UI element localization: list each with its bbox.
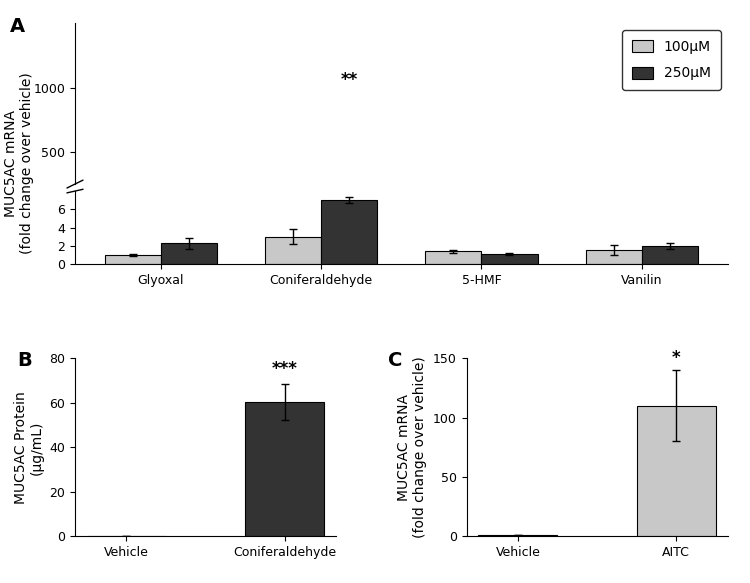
Bar — [105, 255, 160, 264]
Bar — [321, 200, 377, 264]
Bar — [321, 215, 377, 216]
Y-axis label: MUC5AC mRNA
(fold change over vehicle): MUC5AC mRNA (fold change over vehicle) — [398, 356, 427, 538]
Bar — [586, 250, 642, 264]
Text: A: A — [10, 17, 25, 36]
Bar — [425, 251, 482, 264]
Text: *: * — [672, 349, 680, 367]
Legend: 100μM, 250μM: 100μM, 250μM — [622, 30, 721, 90]
Bar — [478, 535, 557, 536]
Y-axis label: MUC5AC Protein
(μg/mL): MUC5AC Protein (μg/mL) — [13, 391, 44, 504]
Bar — [245, 402, 324, 536]
Bar — [642, 246, 698, 264]
Text: **: ** — [340, 71, 358, 89]
Bar — [160, 243, 217, 264]
Bar — [637, 406, 716, 536]
Text: B: B — [17, 351, 32, 370]
Bar — [265, 237, 321, 264]
Text: MUC5AC mRNA
(fold change over vehicle): MUC5AC mRNA (fold change over vehicle) — [4, 72, 34, 254]
Bar — [482, 254, 538, 264]
Text: ***: *** — [272, 360, 298, 378]
Text: C: C — [388, 351, 403, 370]
